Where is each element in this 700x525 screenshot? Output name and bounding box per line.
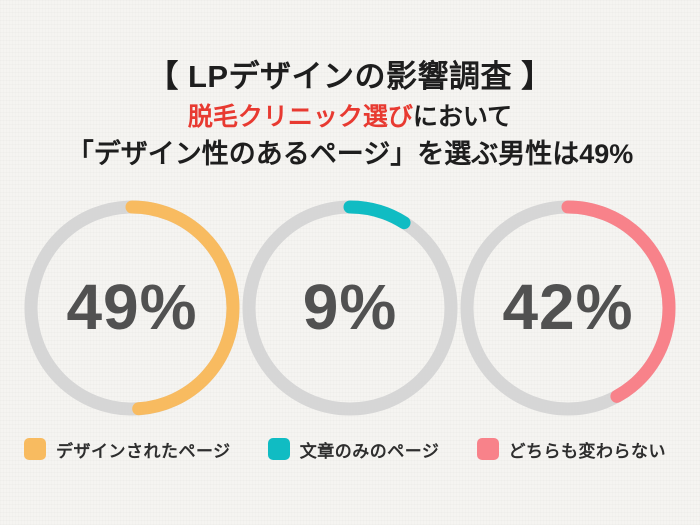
donut-value-text-only-page: 9% bbox=[302, 270, 398, 343]
donut-arc-text-only-page bbox=[242, 200, 458, 416]
donut-value-designed-page: 49% bbox=[66, 270, 198, 343]
donut-text-only-page: 9% bbox=[241, 199, 459, 417]
header: 【 LPデザインの影響調査 】 脱毛クリニック選びにおいて 「デザイン性のあるペ… bbox=[0, 0, 700, 170]
donut-row: 49% 9% 42% bbox=[0, 199, 700, 417]
legend-label-text-only-page: 文章のみのページ bbox=[299, 441, 440, 461]
donut-no-difference: 42% bbox=[459, 199, 677, 417]
subtitle-rest: において bbox=[412, 103, 513, 132]
subtitle: 脱毛クリニック選びにおいて bbox=[0, 103, 700, 132]
page-title: 【 LPデザインの影響調査 】 bbox=[147, 59, 553, 94]
donut-ring-text-only-page bbox=[242, 200, 458, 416]
donut-value-no-difference: 42% bbox=[502, 270, 634, 343]
donut-arc-no-difference bbox=[460, 200, 676, 416]
legend-item-designed-page: デザインされたページ bbox=[24, 437, 231, 462]
legend-swatch-designed-page bbox=[24, 438, 46, 461]
donut-designed-page: 49% bbox=[23, 199, 241, 417]
legend-swatch-text-only-page bbox=[267, 438, 290, 461]
legend-item-no-difference: どちらも変わらない bbox=[476, 437, 667, 462]
statement: 「デザイン性のあるページ」を選ぶ男性は49% bbox=[66, 138, 634, 169]
legend-swatch-no-difference bbox=[476, 438, 499, 461]
donut-arc-designed-page bbox=[24, 200, 240, 416]
subtitle-highlight: 脱毛クリニック選び bbox=[187, 103, 413, 132]
donut-ring-designed-page bbox=[24, 200, 240, 416]
legend-item-text-only-page: 文章のみのページ bbox=[267, 437, 440, 462]
legend: デザインされたページ 文章のみのページ どちらも変わらない bbox=[0, 437, 700, 462]
legend-label-designed-page: デザインされたページ bbox=[56, 441, 231, 461]
legend-label-no-difference: どちらも変わらない bbox=[508, 441, 666, 461]
donut-ring-no-difference bbox=[460, 200, 676, 416]
